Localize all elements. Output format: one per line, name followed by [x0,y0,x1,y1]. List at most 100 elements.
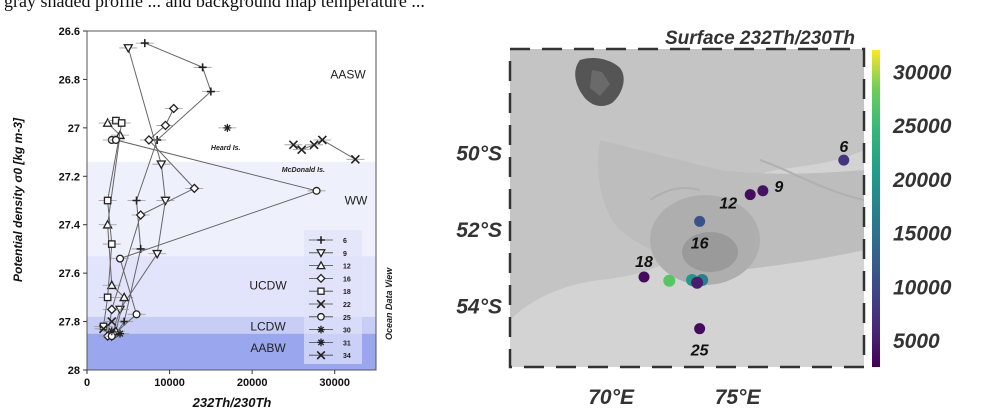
colorbar [872,50,880,367]
point-34 [350,154,360,164]
y-tick-label: 27.2 [59,171,80,183]
band-aasw [87,31,376,162]
map-lon-label: 75°E [715,386,762,409]
band-label-ucdw: UCDW [249,278,287,292]
point-6 [140,39,149,48]
legend-label-9: 9 [343,251,347,258]
band-label-aasw: AASW [330,68,366,82]
point-16 [160,120,171,131]
legend-marker-12 [316,260,326,270]
station-label-6: 6 [839,139,848,156]
point-18 [117,119,126,127]
point-34 [309,140,319,150]
point-6 [206,87,215,96]
profile-plot-frame [86,30,377,371]
colorbar-tick-label: 30000 [893,61,952,84]
point-25 [312,186,321,195]
colorbar-tick-label: 5000 [893,330,940,353]
point-12 [106,279,117,290]
legend-label-30: 30 [343,328,351,335]
legend-label-22: 22 [343,302,351,309]
profile-series [94,39,365,342]
point-18 [103,196,112,205]
point-25 [115,254,125,263]
point-25 [111,135,120,145]
point-30 [223,123,232,132]
band-lcdw [87,316,376,334]
profile-chart: 26.6 26.8 27 27.2 27.4 27.6 27.8 28 0 10000 20000 3… [11,26,394,410]
x-tick-label: 20000 [237,377,268,389]
station-point [663,274,676,287]
point-31 [116,329,125,338]
profile-x-axis-label: 232Th/230Th [192,395,272,410]
point-9 [160,196,171,206]
legend-label-12: 12 [343,264,351,271]
profile-legend: 6 9 12 16 18 22 25 30 31 34 [304,230,362,364]
legend-marker-30 [317,325,325,334]
point-6 [198,63,207,72]
station-label-18: 18 [635,254,653,271]
legend-marker-6 [317,236,325,244]
point-9 [152,249,163,260]
y-tick-label: 27.4 [59,220,81,232]
point-25 [132,310,141,319]
point-16 [144,135,154,145]
series-line-12 [107,122,125,332]
map-lat-label: 50°S [456,142,502,165]
point-16 [168,103,179,114]
colorbar-tick-label: 15000 [893,223,952,246]
legend-label-6: 6 [343,238,347,245]
point-16 [189,183,200,194]
station-18 [638,271,650,283]
point-6 [120,317,129,326]
legend-label-34: 34 [343,353,351,360]
y-tick-label: 26.8 [59,74,80,86]
legend-marker-9 [316,249,326,258]
x-tick-label: 0 [84,377,90,389]
band-label-aabw: AABW [250,341,286,355]
series-30 [218,123,237,132]
point-12 [119,292,130,302]
point-12 [102,117,113,127]
station-label-16: 16 [691,235,709,252]
point-18 [103,293,112,302]
point-34 [288,140,298,150]
map-background [510,49,864,367]
colorbar-tick-label: 25000 [892,115,952,138]
series-25 [102,135,326,341]
point-16 [106,304,117,315]
ocean-data-view-credit: Ocean Data View [384,267,394,340]
legend-marker-16 [316,273,326,284]
caption-fragment: gray shaded profile ... and background m… [4,0,425,11]
legend-marker-18 [317,287,325,295]
legend-label-18: 18 [343,289,351,296]
station-12 [744,189,756,201]
colorbar-tick-label: 20000 [892,169,952,192]
legend-label-31: 31 [343,340,351,347]
band-label-lcdw: LCDW [250,319,286,333]
series-18 [94,116,131,331]
map-lat-label: 52°S [456,219,502,242]
point-16 [135,210,146,220]
point-9 [123,44,134,54]
point-31 [107,327,116,336]
series-31 [102,327,130,338]
stations-layer: 6 9 12 16 18 25 [635,139,850,360]
legend-marker-31 [317,338,325,347]
point-34 [317,135,327,145]
legend-label-25: 25 [343,315,351,322]
map-lat-label: 54°S [456,296,502,319]
station-6 [838,154,850,166]
surface-map: 50°S 52°S 54°S 70°E 75°E 6 9 12 16 18 25 Surface … [456,28,951,409]
legend-marker-22 [316,299,326,309]
legend-label-16: 16 [343,276,351,283]
station-label-9: 9 [774,179,783,196]
island-annotation: McDonald Is. [282,167,325,174]
map-title: Surface 232Th/230Th [665,28,855,49]
x-tick-label: 10000 [154,377,185,389]
station-label-25: 25 [690,343,710,360]
station-16 [694,215,706,227]
y-tick-label: 26.6 [59,26,80,38]
colorbar-tick-label: 10000 [893,276,952,299]
